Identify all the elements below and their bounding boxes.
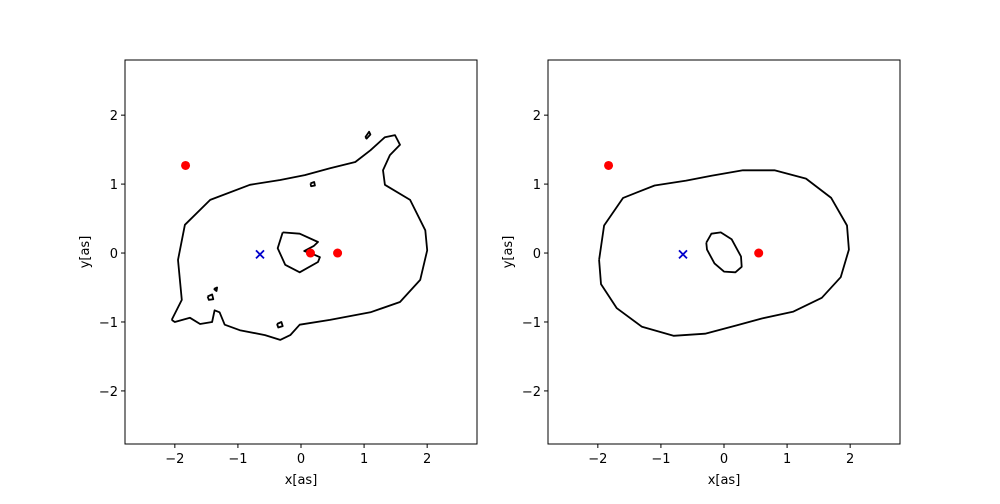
contour [309,181,316,188]
x-axis-label: x[as] [285,473,318,488]
marker-x [255,249,265,260]
x-tick-label: 0 [720,452,728,467]
y-tick-label: −1 [522,316,541,331]
contour [276,231,321,274]
y-tick-label: 2 [533,109,541,124]
x-tick-label: 2 [423,452,431,467]
x-tick-label: 1 [360,452,368,467]
y-tick-label: 2 [110,109,118,124]
y-tick-label: 1 [110,178,118,193]
x-tick-label: −1 [651,452,670,467]
marker-x [678,249,688,260]
y-tick-label: 0 [533,247,541,262]
contour [170,134,429,341]
marker-dot [604,160,614,170]
y-tick-label: 1 [533,178,541,193]
marker-dot [305,248,315,258]
contour [213,286,218,292]
marker-dot [754,248,764,258]
x-tick-label: −2 [588,452,607,467]
contour [276,321,284,329]
x-tick-label: −1 [228,452,247,467]
contour [206,293,215,301]
x-axis-label: x[as] [708,473,741,488]
y-tick-label: −2 [522,385,541,400]
contour [705,231,743,274]
axes-frame [124,59,478,445]
x-tick-label: −2 [165,452,184,467]
y-axis-label: y[as] [78,236,93,269]
y-axis-label: y[as] [501,236,516,269]
x-tick-label: 1 [783,452,791,467]
x-tick-label: 0 [297,452,305,467]
y-tick-label: −1 [99,316,118,331]
contour [598,169,850,337]
y-tick-label: 0 [110,247,118,262]
contour [364,130,372,140]
marker-dot [333,248,343,258]
marker-dot [181,160,191,170]
y-tick-label: −2 [99,385,118,400]
x-tick-label: 2 [846,452,854,467]
